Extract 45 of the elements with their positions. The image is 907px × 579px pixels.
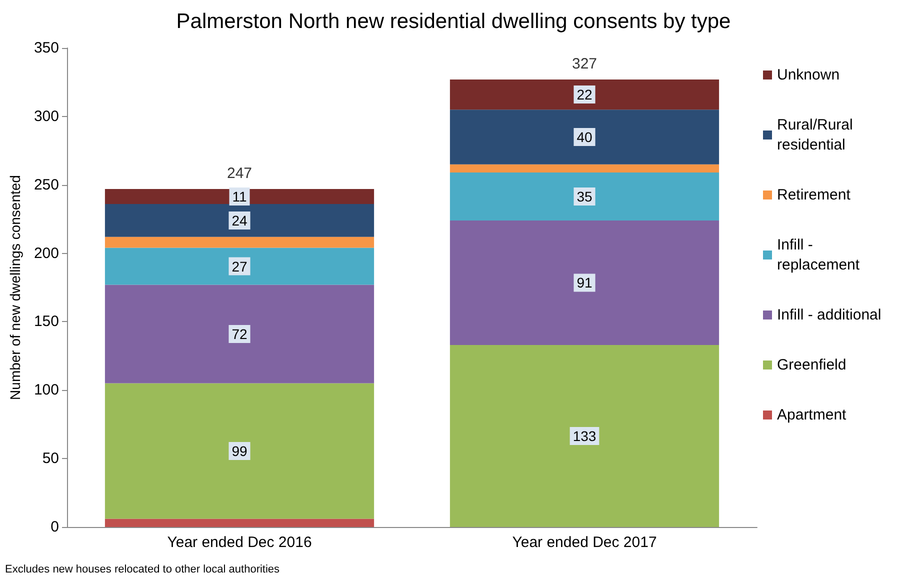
data-label: 24 — [232, 212, 248, 228]
legend-label: Unknown — [777, 66, 840, 84]
data-label: 40 — [576, 128, 592, 145]
bar — [104, 236, 374, 248]
bar — [104, 383, 374, 519]
data-label: 27 — [232, 258, 248, 274]
bar — [104, 518, 374, 527]
bar — [450, 220, 720, 345]
text: Excludes new houses relocated to other local authorities — [5, 564, 280, 576]
legend-label: Retirement — [777, 186, 852, 204]
y-tick-label: 100 — [34, 382, 59, 399]
legend-label: Greenfield — [777, 356, 846, 374]
y-tick-label: 150 — [34, 313, 59, 330]
bar — [450, 79, 720, 110]
bar — [104, 188, 374, 204]
bar — [104, 284, 374, 384]
x-tick-label: Year ended Dec 2017 — [512, 534, 657, 551]
data-label: 72 — [232, 326, 248, 342]
x-tick-label: Year ended Dec 2016 — [167, 534, 312, 551]
legend-label: Infill - replacement — [777, 236, 860, 274]
legend-label: Rural/Rural residential — [777, 116, 858, 154]
data-label: 35 — [576, 188, 592, 204]
y-tick-label: 300 — [34, 108, 59, 125]
legend-label: Infill - additional — [777, 306, 882, 324]
data-label: 22 — [576, 86, 592, 103]
y-axis-title: Number of new dwellings consented — [7, 175, 23, 400]
bar — [450, 344, 720, 527]
y-tick-label: 250 — [34, 176, 59, 194]
bar — [104, 204, 374, 237]
bar — [450, 110, 720, 164]
y-tick-label: 350 — [34, 40, 59, 56]
chart-title: Palmerston North new residential dwelling consents by type — [176, 10, 731, 33]
data-label: 91 — [576, 274, 592, 291]
y-tick-label: 50 — [42, 450, 59, 468]
bar — [450, 164, 720, 173]
bar — [450, 172, 720, 220]
y-tick-label: 0 — [50, 518, 59, 536]
total-label: 247 — [226, 164, 252, 182]
y-tick-label: 200 — [34, 244, 59, 262]
legend-label: Apartment — [777, 406, 848, 424]
total-label: 327 — [572, 55, 598, 72]
bar — [104, 248, 374, 285]
data-label: 11 — [232, 188, 247, 204]
data-label: 99 — [232, 443, 248, 460]
data-label: 133 — [572, 428, 596, 444]
